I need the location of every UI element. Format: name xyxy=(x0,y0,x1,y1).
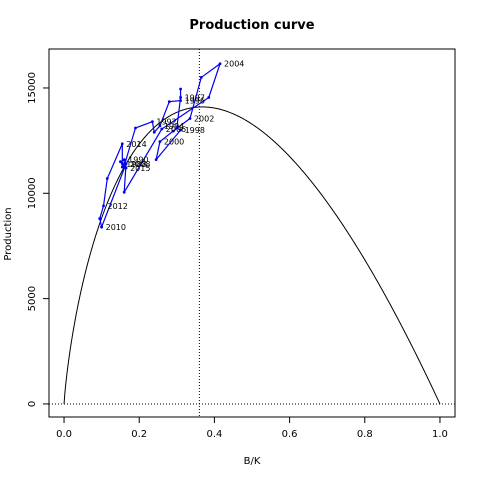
data-point-label: 2006 xyxy=(166,125,186,134)
data-point xyxy=(120,142,124,146)
data-point xyxy=(120,162,124,166)
chart-title: Production curve xyxy=(189,18,314,33)
data-point-label: 2015 xyxy=(130,164,150,173)
data-point xyxy=(179,99,182,103)
data-point xyxy=(179,87,182,91)
data-point-label: 2010 xyxy=(106,223,126,232)
data-point-label: 1996 xyxy=(185,97,205,106)
y-tick-label: 10000 xyxy=(27,177,38,209)
x-tick-label: 0.0 xyxy=(56,429,72,440)
x-tick-label: 0.6 xyxy=(282,429,298,440)
x-tick-label: 0.4 xyxy=(206,429,222,440)
data-point xyxy=(154,158,158,161)
data-point xyxy=(218,62,222,66)
data-point xyxy=(167,100,171,104)
data-point xyxy=(171,129,175,133)
data-point-label: 2012 xyxy=(108,202,128,211)
data-point xyxy=(160,127,164,131)
data-point xyxy=(122,158,126,161)
y-tick-label: 5000 xyxy=(27,286,38,311)
data-point-label: 1998 xyxy=(185,126,205,135)
data-point xyxy=(120,165,124,169)
y-axis-label: Production xyxy=(3,207,14,260)
data-point xyxy=(102,204,105,208)
data-point xyxy=(122,190,126,194)
data-point-label: 1992 xyxy=(156,118,176,127)
data-point xyxy=(134,126,137,130)
data-point xyxy=(179,96,182,99)
data-point xyxy=(124,162,128,166)
y-tick-label: 15000 xyxy=(27,72,38,104)
data-point-label: 2008 xyxy=(130,160,150,169)
data-point-label: 2004 xyxy=(224,60,244,69)
plot-area: 0.0 0.2 0.4 0.6 0.8 1.00500010000150001988199… xyxy=(27,49,455,440)
data-point-label: 2000 xyxy=(164,138,184,147)
data-point xyxy=(199,76,203,79)
x-tick-label: 0.8 xyxy=(357,429,373,440)
data-point xyxy=(207,96,211,99)
x-axis-label: B/K xyxy=(244,456,261,467)
data-point-label: 1997 xyxy=(185,93,205,102)
x-tick-label: 0.2 xyxy=(131,429,147,440)
data-point xyxy=(188,117,192,120)
data-point xyxy=(105,177,109,180)
plot-frame xyxy=(48,48,456,418)
data-point-label: 1994 xyxy=(164,122,184,131)
x-tick-label: 1.0 xyxy=(432,429,448,440)
data-point xyxy=(150,120,154,124)
data-point-label: 2002 xyxy=(194,115,214,124)
data-point xyxy=(158,124,162,128)
data-point-label: 2014 xyxy=(126,140,146,149)
data-point xyxy=(124,166,128,170)
data-point xyxy=(152,130,156,134)
data-point xyxy=(175,126,179,130)
data-point xyxy=(179,128,182,132)
data-point xyxy=(119,160,122,164)
data-point xyxy=(158,140,162,144)
data-point-label: 1990 xyxy=(128,156,148,165)
data-point-label: 1988 xyxy=(126,160,146,169)
data-point xyxy=(98,217,102,220)
y-tick-label: 0 xyxy=(27,401,38,407)
data-point xyxy=(100,225,104,229)
